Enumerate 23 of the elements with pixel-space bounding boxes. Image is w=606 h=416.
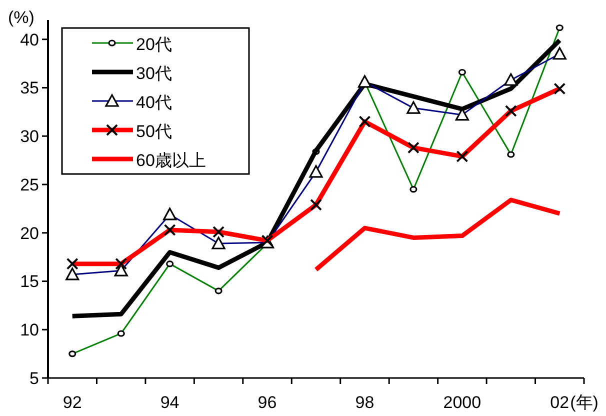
- y-tick-label: 10: [20, 320, 39, 340]
- y-tick-label: 15: [20, 272, 39, 292]
- y-tick-label: 40: [20, 30, 39, 50]
- legend-label: 20代: [136, 35, 172, 54]
- line-series: [70, 38, 562, 318]
- y-tick-label: 30: [20, 127, 39, 146]
- y-tick-label: 5: [30, 369, 39, 388]
- y-tick-label: 20: [20, 224, 39, 243]
- y-tick-label: 25: [20, 175, 39, 194]
- x-tick-label: 96: [258, 393, 277, 412]
- x-tick-label: 02: [550, 393, 570, 412]
- line-series: [314, 198, 562, 272]
- y-tick-label: 35: [20, 78, 39, 98]
- x-tick-label: 98: [355, 393, 374, 412]
- y-axis-title: (%): [8, 8, 34, 27]
- legend-label: 60歳以上: [136, 151, 206, 170]
- x-tick-label: 92: [62, 393, 82, 412]
- x-tick-label: 2000: [443, 393, 482, 412]
- x-axis-title: (年): [570, 393, 598, 412]
- legend-label: 30代: [136, 64, 172, 83]
- x-tick-label: 94: [160, 393, 180, 412]
- legend-label: 40代: [136, 93, 172, 112]
- legend-label: 50代: [136, 122, 172, 141]
